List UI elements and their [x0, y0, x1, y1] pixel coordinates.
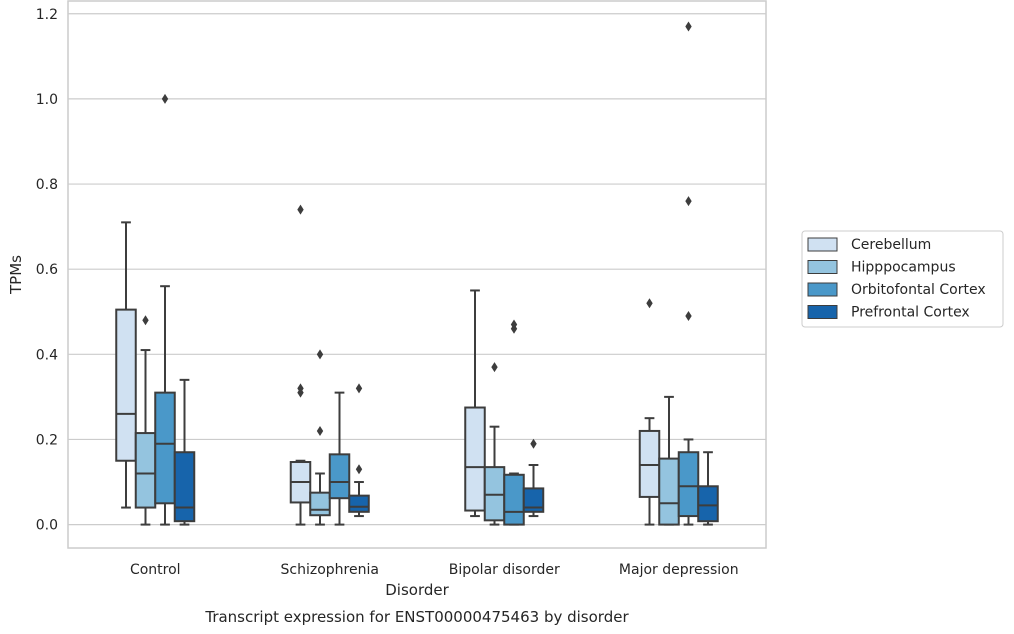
- outlier-point: [316, 349, 324, 360]
- box-body: [328, 453, 351, 500]
- box: [328, 391, 351, 526]
- outlier-point: [355, 464, 363, 475]
- x-axis-label: Disorder: [385, 581, 449, 599]
- box: [289, 204, 312, 526]
- outlier-point: [297, 204, 304, 215]
- plot-area-frame: [67, 0, 767, 549]
- legend-swatch: [807, 260, 838, 274]
- box-body: [638, 429, 661, 498]
- x-axis-ticks: Control Schizophrenia Bipolar disorder Majo…: [130, 562, 739, 578]
- box: [522, 438, 545, 518]
- box-body: [154, 391, 176, 505]
- outlier-point: [355, 383, 363, 394]
- legend-label: Cerebellum: [851, 237, 931, 253]
- outlier-point: [685, 311, 692, 322]
- box-body: [115, 308, 137, 462]
- legend-swatch: [807, 305, 838, 319]
- box-body: [134, 432, 157, 509]
- outlier-point: [646, 298, 653, 309]
- legend-label: Orbitofontal Cortex: [851, 282, 986, 298]
- box: [638, 298, 661, 526]
- box: [658, 395, 680, 526]
- box: [134, 315, 157, 526]
- legend-swatch: [807, 237, 838, 252]
- outlier-point: [297, 383, 304, 394]
- box: [483, 362, 506, 526]
- outlier-point: [161, 93, 169, 104]
- legend-frame: [801, 230, 1004, 328]
- legend-label: Hipppocampus: [851, 260, 956, 276]
- outlier-point: [685, 21, 692, 32]
- y-tick-label: 0.0: [36, 518, 58, 534]
- box-body: [464, 406, 486, 512]
- outlier-point: [316, 425, 324, 436]
- legend-swatch: [807, 282, 838, 297]
- box: [348, 383, 370, 518]
- box: [115, 221, 137, 509]
- y-tick-label: 1.0: [36, 92, 58, 108]
- box: [503, 319, 525, 526]
- box-body: [697, 485, 719, 523]
- box-body: [503, 473, 525, 526]
- x-tick-label: Major depression: [619, 562, 739, 578]
- box-plot-boxes: [115, 21, 719, 526]
- legend: Cerebellum Hipppocampus Orbitofontal Corte…: [801, 230, 1004, 328]
- box: [309, 349, 331, 526]
- box: [154, 93, 176, 526]
- outlier-point: [530, 438, 537, 449]
- y-axis-label: TPMs: [7, 255, 25, 295]
- box-body: [173, 451, 196, 523]
- box: [697, 451, 719, 526]
- y-tick-label: 0.6: [36, 262, 58, 278]
- outlier-point: [510, 319, 518, 330]
- y-axis-ticks: 0.0 0.2 0.4 0.6 0.8 1.0 1.2: [36, 7, 58, 534]
- box: [173, 378, 196, 526]
- outlier-point: [491, 362, 498, 373]
- box: [677, 21, 700, 526]
- y-tick-label: 1.2: [36, 7, 58, 23]
- box-body: [658, 457, 680, 526]
- x-tick-label: Bipolar disorder: [449, 562, 560, 578]
- y-tick-label: 0.2: [36, 432, 58, 448]
- box-body: [348, 494, 370, 513]
- x-tick-label: Control: [130, 562, 181, 578]
- y-tick-label: 0.4: [36, 347, 58, 363]
- box-body: [483, 466, 506, 522]
- outlier-point: [142, 315, 149, 326]
- y-tick-label: 0.8: [36, 177, 58, 193]
- box-body: [522, 487, 545, 513]
- legend-label: Prefrontal Cortex: [851, 305, 970, 321]
- chart-caption: Transcript expression for ENST0000047546…: [204, 608, 629, 626]
- x-tick-label: Schizophrenia: [281, 562, 379, 578]
- outlier-point: [685, 196, 692, 207]
- box-body: [677, 451, 700, 518]
- box-body: [309, 491, 331, 517]
- box: [464, 289, 486, 518]
